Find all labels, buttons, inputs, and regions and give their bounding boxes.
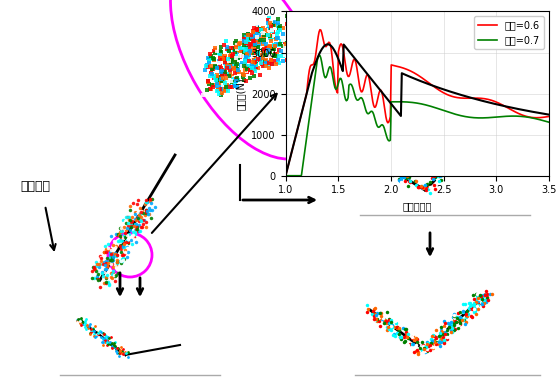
摩擦=0.7 bbox=[505, 114, 512, 118]
摩擦=0.7 bbox=[444, 110, 451, 114]
Text: 擁壁など: 擁壁など bbox=[20, 180, 50, 193]
摩擦=0.6 bbox=[505, 106, 512, 110]
摩擦=0.7 bbox=[439, 108, 446, 112]
摩擦=0.7 bbox=[545, 120, 552, 125]
Line: 摩擦=0.7: 摩擦=0.7 bbox=[286, 55, 549, 176]
摩擦=0.6 bbox=[444, 92, 451, 97]
Legend: 摩擦=0.6, 摩擦=0.7: 摩擦=0.6, 摩擦=0.7 bbox=[474, 16, 544, 49]
摩擦=0.6 bbox=[283, 170, 290, 175]
摩擦=0.6 bbox=[522, 114, 529, 118]
摩擦=0.6 bbox=[316, 28, 323, 32]
摩擦=0.7 bbox=[522, 115, 529, 119]
摩擦=0.7 bbox=[440, 108, 446, 113]
摩擦=0.7 bbox=[316, 53, 323, 58]
摩擦=0.7 bbox=[283, 173, 290, 178]
Line: 摩擦=0.6: 摩擦=0.6 bbox=[286, 30, 549, 176]
摩擦=0.7 bbox=[282, 173, 289, 178]
摩擦=0.6 bbox=[282, 173, 289, 178]
X-axis label: 時間（秒）: 時間（秒） bbox=[403, 201, 432, 211]
Y-axis label: 衝撃力(N): 衝撃力(N) bbox=[236, 77, 246, 110]
摩擦=0.6 bbox=[440, 90, 446, 95]
摩擦=0.6 bbox=[545, 114, 552, 119]
摩擦=0.6 bbox=[439, 90, 446, 94]
